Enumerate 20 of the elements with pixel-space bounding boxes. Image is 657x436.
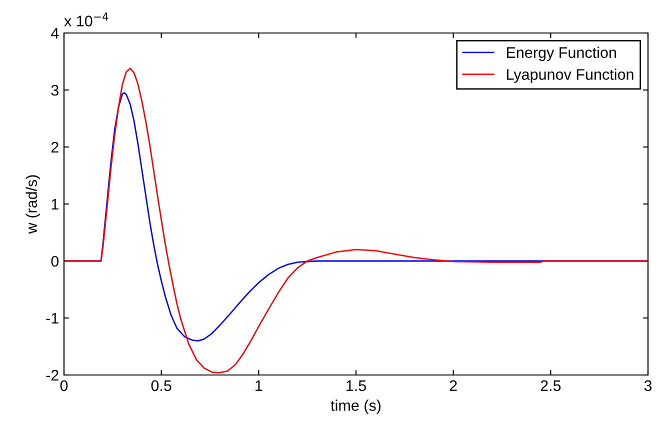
y-tick-label: -1 bbox=[46, 313, 58, 324]
y-axis-title: w (rad/s) bbox=[26, 175, 40, 234]
x-tick-label: 3 bbox=[644, 380, 652, 392]
text: x 10$^{−4}$ bbox=[64, 12, 108, 26]
y-tick-label: 2 bbox=[51, 142, 58, 153]
line-series bbox=[64, 68, 648, 374]
x-tick-label: 0.5 bbox=[151, 380, 172, 392]
x-tick-label: 2 bbox=[450, 380, 457, 391]
legend-label: Lyapunov Function bbox=[506, 68, 634, 83]
legend-label: Energy Function bbox=[506, 46, 616, 61]
x-tick-label: 1.5 bbox=[346, 380, 366, 392]
y-tick-label: 4 bbox=[50, 28, 59, 39]
x-tick-label: 0 bbox=[60, 380, 68, 392]
y-tick-label: 3 bbox=[51, 84, 58, 96]
y-tick-label: 0 bbox=[51, 256, 59, 267]
x-tick-label: 1 bbox=[256, 380, 262, 391]
x-axis-title: time (s) bbox=[330, 400, 381, 414]
y-tick-label: 1 bbox=[52, 199, 58, 210]
y-tick-label: -2 bbox=[46, 370, 58, 381]
x-tick-label: 2.5 bbox=[540, 380, 561, 392]
